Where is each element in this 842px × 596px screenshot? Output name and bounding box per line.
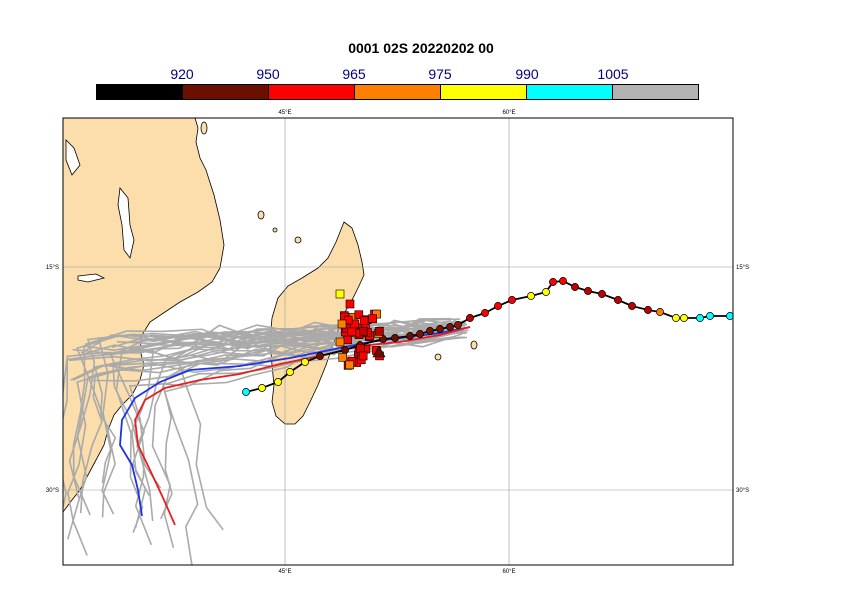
ensemble-position-square (338, 353, 348, 362)
comoros-island (257, 210, 265, 220)
observed-position-marker (680, 314, 688, 322)
ensemble-position-square (354, 310, 364, 320)
colorbar-segment (613, 85, 698, 99)
colorbar-label-990: 990 (515, 66, 539, 82)
comoros-island (272, 227, 278, 233)
ensemble-track-line (91, 333, 463, 382)
lon-label-60e-bottom: 60°E (502, 569, 515, 575)
observed-position-marker (406, 332, 414, 340)
ensemble-position-square (337, 319, 347, 329)
lat-label-15s-left: 15°S (46, 265, 59, 271)
observed-position-marker (481, 309, 489, 317)
colorbar-segment (441, 85, 527, 99)
analysis-position-marker (372, 345, 386, 358)
observed-position-marker (542, 288, 550, 296)
colorbar-label-1005: 1005 (597, 66, 629, 82)
colorbar-segment (97, 85, 183, 99)
observed-position-marker (426, 327, 434, 335)
ensemble-position-square (335, 337, 345, 347)
blue-model-track (119, 326, 471, 517)
observed-position-marker (726, 312, 733, 320)
observed-position-marker (416, 330, 424, 338)
ensemble-track-line (78, 329, 467, 357)
observed-position-marker (672, 314, 680, 322)
ensemble-position-square (343, 335, 352, 345)
colorbar-labels: 920 950 965 975 990 1005 (0, 66, 842, 84)
ensemble-track-line (123, 321, 455, 339)
observed-position-marker (644, 306, 652, 314)
observed-position-marker (341, 346, 349, 354)
colorbar-label-965: 965 (342, 66, 366, 82)
lake-kariba (77, 273, 106, 283)
lat-label-15s-right: 15°S (736, 265, 749, 271)
observed-position-marker (696, 314, 704, 322)
observed-position-marker (656, 308, 664, 316)
observed-position-marker (466, 314, 474, 322)
observed-position-marker (274, 378, 282, 386)
ensemble-position-square (347, 327, 357, 337)
map-border (62, 117, 734, 566)
lon-label-45e-bottom: 45°E (278, 569, 291, 575)
observed-position-marker (549, 278, 557, 286)
pressure-colorbar (96, 84, 699, 100)
colorbar-segment (269, 85, 355, 99)
observed-position-marker (628, 302, 636, 310)
lat-label-30s-left: 30°S (46, 488, 59, 494)
observed-position-marker (286, 368, 294, 376)
ensemble-position-square (356, 344, 365, 353)
ensemble-position-square (345, 299, 355, 309)
colorbar-label-975: 975 (428, 66, 452, 82)
observed-position-marker (571, 283, 579, 291)
ensemble-position-square (345, 360, 355, 370)
observed-position-marker (446, 323, 454, 331)
observed-position-marker (598, 290, 606, 298)
ensemble-track-line (70, 325, 453, 381)
colorbar-segment (355, 85, 441, 99)
reunion-island (434, 353, 442, 361)
observed-position-marker (258, 384, 266, 392)
observed-position-marker (242, 388, 250, 396)
red-model-track (134, 326, 471, 526)
ensemble-position-square (368, 314, 377, 323)
ensemble-position-square (358, 351, 368, 361)
track-markers (242, 277, 733, 396)
observed-position-marker (584, 287, 592, 295)
observed-position-marker (454, 321, 462, 329)
chart-title: 0001 02S 20220202 00 (348, 40, 494, 56)
observed-position-marker (559, 277, 567, 285)
observed-position-marker (508, 296, 516, 304)
observed-position-marker (316, 352, 324, 360)
lake-malawi (117, 187, 135, 259)
lon-label-60e-top: 60°E (502, 110, 515, 116)
ensemble-position-square (359, 326, 368, 336)
observed-position-marker (391, 334, 399, 342)
observed-position-marker (706, 312, 714, 320)
colorbar-label-920: 920 (170, 66, 194, 82)
mayotte-island (294, 236, 302, 244)
observed-position-marker (436, 325, 444, 333)
ensemble-track-line (116, 326, 456, 345)
observed-position-marker (494, 302, 502, 310)
lat-label-30s-right: 30°S (736, 488, 749, 494)
colorbar-segment (527, 85, 613, 99)
observed-position-marker (527, 292, 535, 300)
ensemble-position-square (375, 326, 384, 336)
seychelles-island (200, 121, 208, 135)
lake-tanganyika (65, 139, 81, 176)
ensemble-position-square (359, 316, 369, 326)
lon-label-45e-top: 45°E (278, 110, 291, 116)
mauritius-island (470, 340, 478, 350)
observed-position-marker (301, 358, 309, 366)
colorbar-segment (183, 85, 269, 99)
ensemble-position-square (335, 289, 345, 299)
colorbar-label-950: 950 (256, 66, 280, 82)
observed-position-marker (614, 296, 622, 304)
